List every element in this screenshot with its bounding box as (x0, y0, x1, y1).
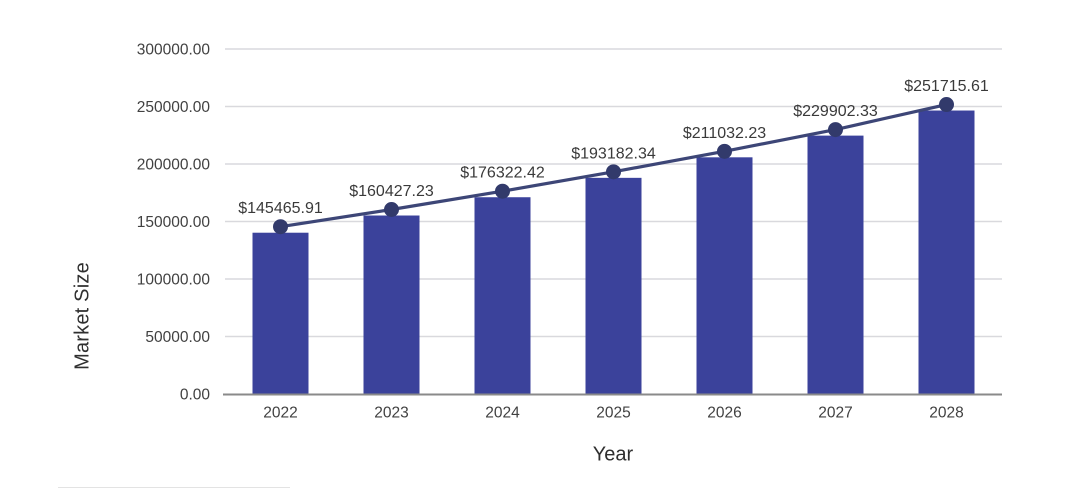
data-label: $176322.42 (460, 165, 545, 182)
bar (696, 157, 753, 394)
data-label: $251715.61 (904, 78, 989, 95)
x-tick-label: 2022 (263, 405, 297, 422)
line-marker (717, 143, 732, 159)
data-label: $145465.91 (238, 200, 323, 217)
x-tick-label: 2025 (596, 405, 630, 422)
y-tick-label: 300000.00 (137, 42, 211, 59)
stray-border-line (58, 487, 290, 488)
line-marker (273, 219, 288, 235)
bar (807, 135, 864, 395)
y-tick-label: 150000.00 (137, 214, 211, 231)
x-tick-label: 2027 (818, 405, 852, 422)
x-axis-title: Year (592, 443, 634, 466)
y-tick-label: 100000.00 (137, 272, 211, 289)
x-tick-label: 2028 (929, 405, 963, 422)
data-label: $211032.23 (683, 125, 766, 142)
x-tick-label: 2023 (374, 405, 408, 422)
line-marker (828, 122, 843, 138)
line-marker (495, 183, 510, 199)
data-label: $193182.34 (571, 145, 656, 162)
data-label: $229902.33 (793, 103, 878, 120)
y-tick-label: 50000.00 (145, 329, 210, 346)
x-tick-label: 2024 (485, 405, 520, 422)
line-marker (384, 202, 399, 218)
line-marker (606, 164, 621, 180)
bar (252, 232, 309, 394)
y-tick-label: 250000.00 (137, 99, 211, 116)
bar (585, 177, 642, 394)
y-tick-label: 200000.00 (137, 157, 211, 174)
bar (474, 197, 531, 394)
y-tick-label: 0.00 (180, 387, 211, 404)
bar (363, 215, 420, 394)
line-marker (939, 97, 954, 113)
bar (918, 110, 975, 395)
data-label: $160427.23 (349, 183, 434, 200)
x-tick-label: 2026 (707, 405, 741, 422)
